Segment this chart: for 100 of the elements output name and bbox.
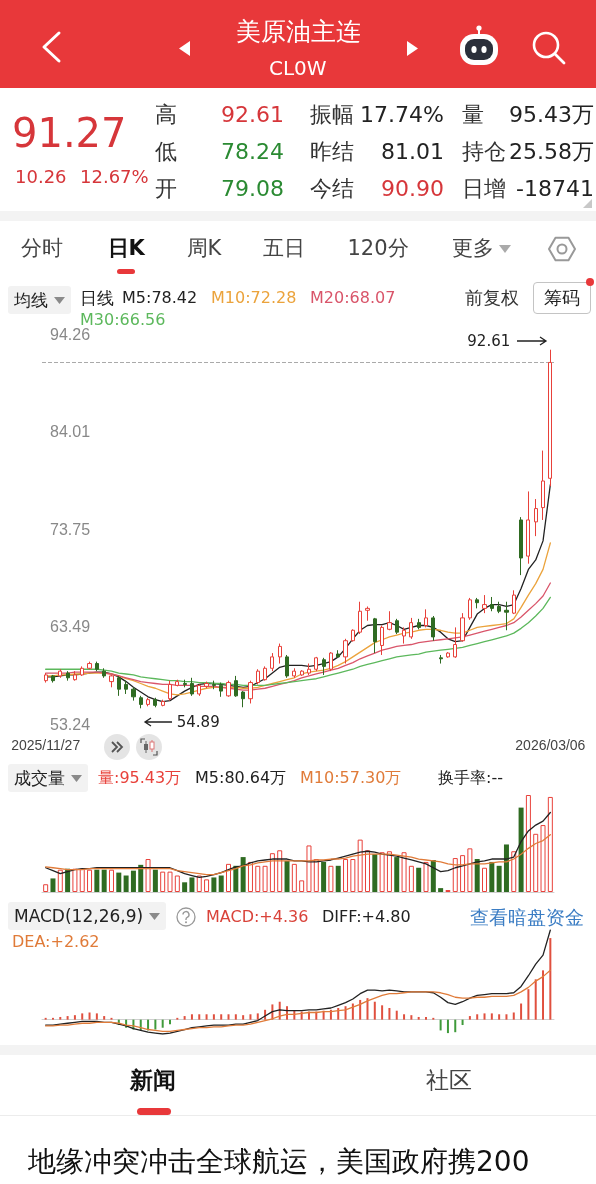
candlestick: [183, 679, 187, 688]
bar: [249, 1014, 252, 1020]
text: DIFF:+4.80: [322, 907, 411, 927]
text: 79.08: [221, 175, 284, 203]
bar: [490, 1013, 493, 1020]
text: 五日: [263, 236, 305, 262]
candlestick: [58, 668, 62, 679]
bar: [328, 865, 334, 892]
bar: [452, 858, 458, 892]
bar: [351, 1003, 354, 1020]
candlestick: [322, 657, 326, 676]
bar: [533, 833, 539, 892]
text: M5:80.64万: [195, 768, 287, 788]
bar: [403, 1014, 406, 1020]
candlestick: [124, 680, 128, 695]
text: M10:57.30万: [300, 768, 402, 788]
chart-title: 成交量: [14, 767, 65, 789]
candlestick: [409, 617, 413, 640]
bar: [408, 865, 414, 892]
bar: [256, 1013, 259, 1020]
bar: [50, 878, 56, 892]
candlestick: [44, 672, 48, 684]
y-tick-label: 73.75: [50, 520, 91, 538]
bar: [130, 870, 136, 892]
bar: [198, 1014, 201, 1020]
text: 分时: [21, 236, 63, 262]
candlestick: [497, 601, 501, 614]
candlestick: [541, 450, 545, 521]
candlestick: [453, 626, 457, 659]
text: 前复权: [465, 287, 519, 309]
candlestick: [475, 597, 479, 609]
candlestick: [512, 589, 516, 615]
bar: [373, 1001, 376, 1020]
text: 78.24: [221, 138, 284, 166]
candlestick: [424, 608, 428, 628]
candlestick: [109, 674, 114, 688]
text: 昨结: [310, 138, 354, 166]
bar: [410, 1015, 413, 1020]
bar: [247, 861, 253, 892]
bar: [291, 863, 297, 892]
candlestick: [139, 695, 143, 709]
bar: [220, 1014, 223, 1020]
bar: [357, 839, 363, 892]
text: 25.58万: [509, 138, 594, 166]
candlestick: [351, 628, 355, 643]
bar: [95, 1013, 98, 1020]
text: CL0W: [269, 56, 327, 80]
candlestick: [292, 667, 296, 679]
candlestick: [380, 625, 384, 656]
bar: [262, 865, 268, 892]
line-series: [45, 542, 551, 696]
candlestick: [146, 697, 150, 707]
text: 换手率:--: [438, 768, 503, 788]
candlestick: [336, 649, 340, 659]
chart-title: MACD(12,26,9): [14, 905, 144, 927]
text: DEA:+2.62: [12, 932, 100, 952]
bar: [167, 871, 173, 892]
bar: [138, 864, 144, 892]
bar: [518, 807, 524, 892]
bar: [101, 869, 107, 892]
bar: [547, 796, 553, 892]
text: 周K: [186, 236, 222, 262]
candlestick: [190, 677, 194, 697]
bar: [534, 979, 537, 1020]
candlestick: [102, 667, 106, 679]
candlestick: [395, 618, 399, 635]
candlestick: [131, 686, 136, 702]
line-series: [45, 596, 551, 687]
text: 92.61: [221, 101, 284, 129]
text: 量: [462, 101, 484, 129]
candlestick: [161, 699, 165, 707]
text: 17.74%: [360, 101, 444, 129]
bar: [66, 1016, 69, 1020]
bar: [284, 860, 290, 892]
bar: [476, 1014, 479, 1020]
bar: [337, 1008, 340, 1020]
bar: [359, 999, 362, 1020]
bar: [439, 1019, 442, 1031]
x-tick-label: 2025/11/27: [11, 737, 81, 753]
candlestick: [329, 651, 333, 672]
bar: [212, 1014, 215, 1020]
bar: [226, 863, 232, 892]
bar: [108, 869, 114, 892]
candlestick: [307, 663, 311, 676]
text: 查看暗盘资金: [470, 905, 584, 929]
bar: [234, 1014, 237, 1020]
candlestick: [278, 643, 282, 665]
bar: [344, 1006, 347, 1020]
candlestick: [51, 674, 55, 684]
candlestick: [365, 605, 370, 622]
bar: [161, 1019, 164, 1028]
bar: [454, 1019, 457, 1033]
bar: [218, 875, 224, 892]
bar: [430, 859, 436, 892]
button: 筹码: [533, 282, 591, 314]
candlestick: [460, 612, 465, 643]
text: 今结: [310, 175, 354, 203]
bar: [460, 855, 466, 892]
bar: [364, 850, 370, 892]
bar: [446, 1019, 449, 1034]
